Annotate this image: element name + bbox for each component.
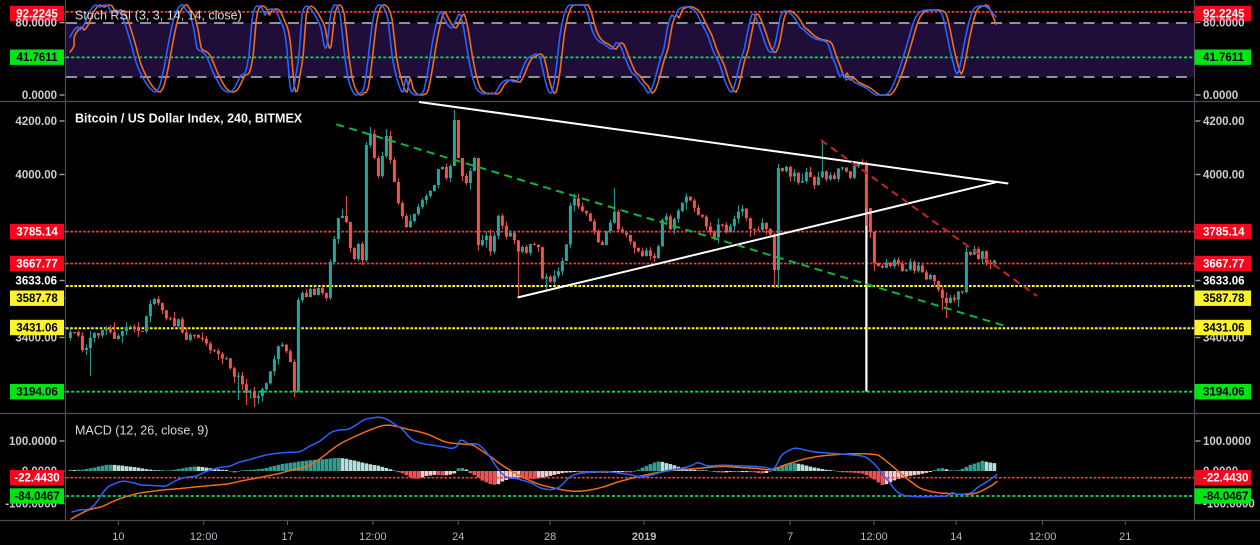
svg-text:-84.0467: -84.0467 — [14, 491, 59, 503]
svg-text:7: 7 — [787, 531, 793, 543]
svg-text:3785.14: 3785.14 — [1203, 227, 1245, 239]
svg-text:3633.06: 3633.06 — [15, 276, 57, 288]
svg-text:100.0000: 100.0000 — [1203, 436, 1251, 448]
svg-text:92.2245: 92.2245 — [16, 9, 58, 21]
svg-text:0.0000: 0.0000 — [22, 90, 57, 102]
svg-text:12:00: 12:00 — [860, 531, 888, 543]
svg-text:MACD (12, 26, close, 9): MACD (12, 26, close, 9) — [75, 424, 208, 438]
svg-text:4000.00: 4000.00 — [15, 170, 57, 182]
svg-text:17: 17 — [281, 531, 293, 543]
svg-text:12:00: 12:00 — [359, 531, 387, 543]
svg-text:3194.06: 3194.06 — [1203, 387, 1245, 399]
svg-text:24: 24 — [452, 531, 464, 543]
svg-text:12:00: 12:00 — [190, 531, 218, 543]
svg-text:41.7611: 41.7611 — [17, 52, 59, 64]
svg-text:Stoch RSI (3, 3, 14, 14, close: Stoch RSI (3, 3, 14, 14, close) — [75, 9, 242, 23]
svg-text:-22.4430: -22.4430 — [1203, 473, 1248, 485]
svg-text:-22.4430: -22.4430 — [14, 473, 59, 485]
svg-text:Bitcoin / US Dollar Index, 240: Bitcoin / US Dollar Index, 240, BITMEX — [75, 112, 303, 126]
svg-text:80.0000: 80.0000 — [1203, 18, 1245, 30]
svg-text:3431.06: 3431.06 — [1203, 323, 1245, 335]
svg-text:3194.06: 3194.06 — [16, 387, 58, 399]
svg-text:2019: 2019 — [632, 531, 656, 543]
svg-text:14: 14 — [950, 531, 962, 543]
svg-text:3431.06: 3431.06 — [16, 323, 58, 335]
svg-text:100.0000: 100.0000 — [9, 436, 57, 448]
svg-text:4200.00: 4200.00 — [1203, 116, 1245, 128]
svg-text:92.2245: 92.2245 — [1203, 9, 1245, 21]
svg-text:3667.77: 3667.77 — [16, 259, 58, 271]
svg-text:3633.06: 3633.06 — [1203, 276, 1245, 288]
svg-text:3587.78: 3587.78 — [16, 293, 58, 305]
svg-text:3400.00: 3400.00 — [1203, 333, 1245, 345]
svg-text:4000.00: 4000.00 — [1203, 170, 1245, 182]
svg-text:21: 21 — [1119, 531, 1131, 543]
svg-text:3400.00: 3400.00 — [15, 333, 57, 345]
svg-text:3667.77: 3667.77 — [1203, 259, 1245, 271]
svg-text:41.7611: 41.7611 — [1203, 52, 1245, 64]
svg-text:80.0000: 80.0000 — [15, 18, 57, 30]
svg-text:3587.78: 3587.78 — [1203, 293, 1245, 305]
svg-text:-84.0467: -84.0467 — [1203, 491, 1248, 503]
svg-text:3785.14: 3785.14 — [16, 227, 58, 239]
svg-text:28: 28 — [544, 531, 556, 543]
svg-text:10: 10 — [112, 531, 124, 543]
svg-text:12:00: 12:00 — [1029, 531, 1057, 543]
svg-text:0.0000: 0.0000 — [1203, 90, 1238, 102]
svg-text:4200.00: 4200.00 — [15, 116, 57, 128]
